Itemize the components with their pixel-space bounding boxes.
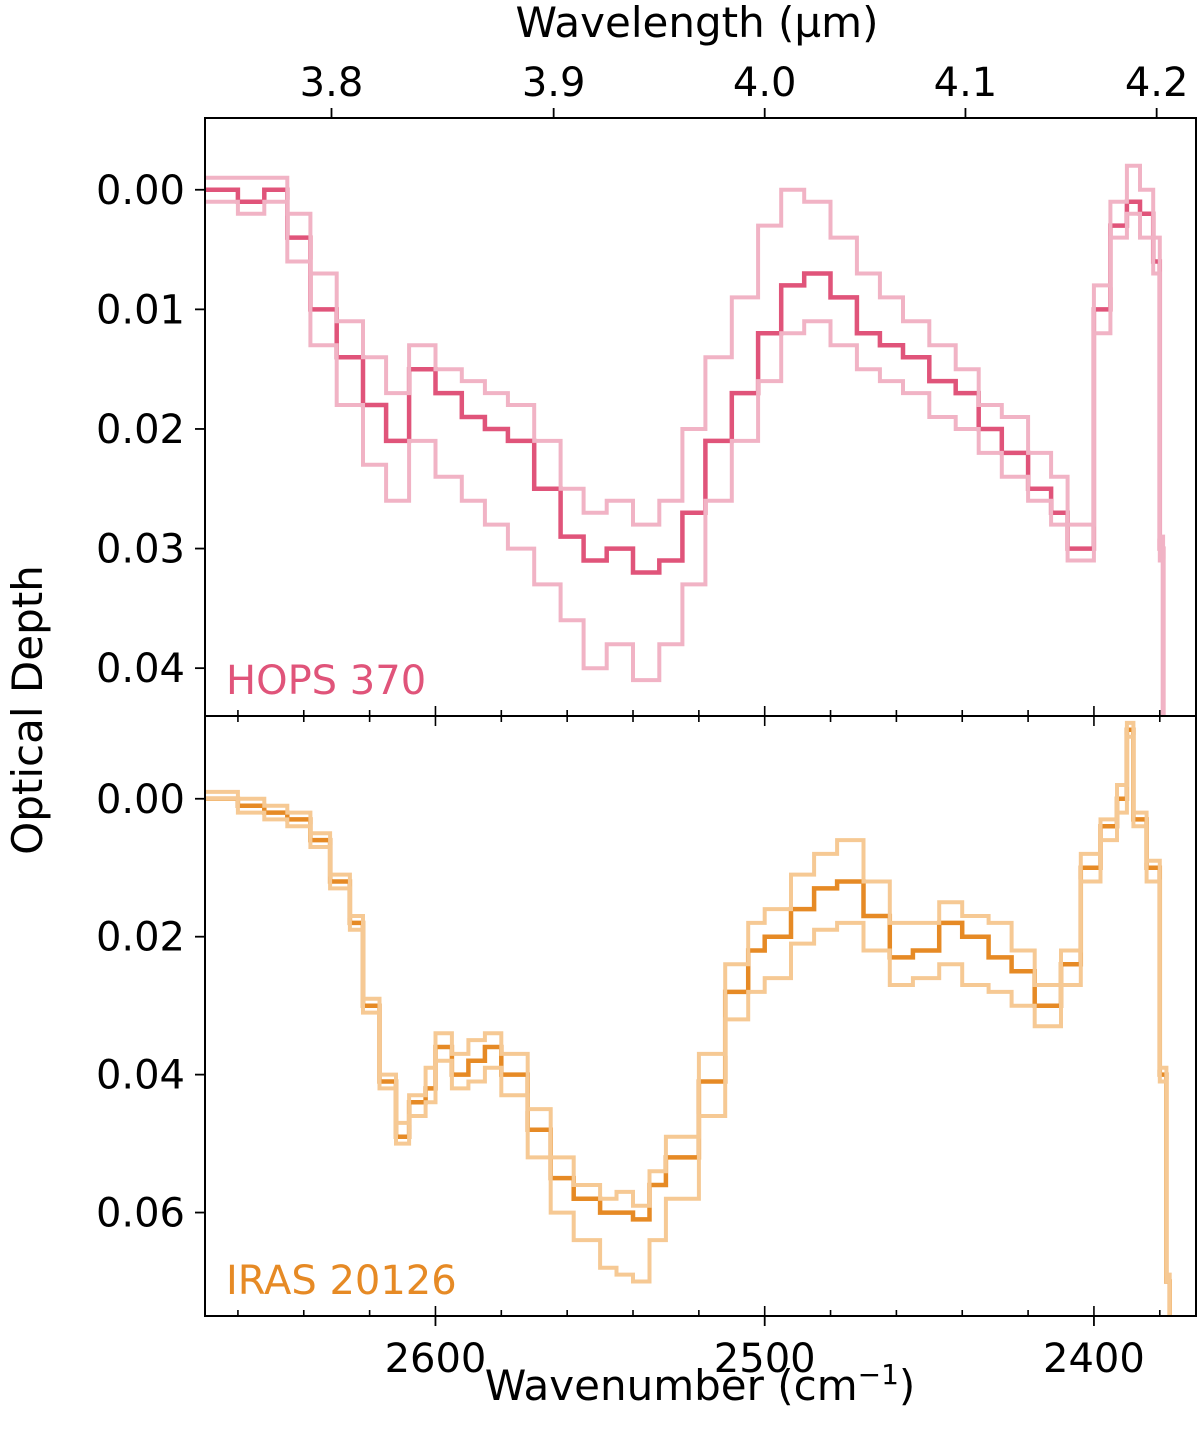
top-x-tick-label: 3.8 (300, 60, 364, 106)
y-tick-label: 0.00 (96, 168, 185, 214)
series-line-upper (205, 720, 1172, 1316)
axes-frame (204, 715, 1197, 1317)
panel-hops-370: 0.00 0.01 0.02 0.03 0.04 3.8 3.9 4.0 4.1 4.2 HOPS … (96, 60, 1197, 717)
x-tick-label: 2400 (1043, 1336, 1145, 1382)
series-line-upper (205, 163, 1166, 716)
y-tick-label: 0.06 (96, 1191, 185, 1237)
y-tick-label: 0.03 (96, 527, 185, 573)
x-tick-label: 2500 (714, 1336, 816, 1382)
y-tick-label: 0.04 (96, 1053, 185, 1099)
panel-label: HOPS 370 (226, 658, 426, 704)
top-x-tick-label: 3.9 (522, 60, 586, 106)
top-x-tick-label: 4.0 (733, 60, 797, 106)
plot-area (205, 163, 1166, 716)
series-line-main (205, 727, 1172, 1316)
y-tick-label: 0.00 (96, 777, 185, 823)
y-tick-label: 0.04 (96, 646, 185, 692)
top-x-tick-label: 4.2 (1125, 60, 1189, 106)
panel-label: IRAS 20126 (226, 1258, 457, 1304)
bottom-x-axis-title: Wavenumber (cm−1) (485, 1358, 916, 1410)
top-x-axis-title: Wavelength (µm) (516, 0, 879, 47)
y-tick-label: 0.02 (96, 407, 185, 453)
y-tick-label: 0.02 (96, 915, 185, 961)
y-tick-label: 0.01 (96, 287, 185, 333)
plot-area (205, 720, 1172, 1316)
series-line-lower (205, 734, 1172, 1316)
panel-iras-20126: 0.00 0.02 0.04 0.06 2600 2500 2400 IRAS 20126 (96, 715, 1197, 1382)
y-axis-title: Optical Depth (3, 565, 52, 855)
series-line-lower (205, 199, 1166, 716)
x-tick-label: 2600 (385, 1336, 487, 1382)
top-x-tick-label: 4.1 (934, 60, 998, 106)
axes-frame (204, 117, 1197, 717)
